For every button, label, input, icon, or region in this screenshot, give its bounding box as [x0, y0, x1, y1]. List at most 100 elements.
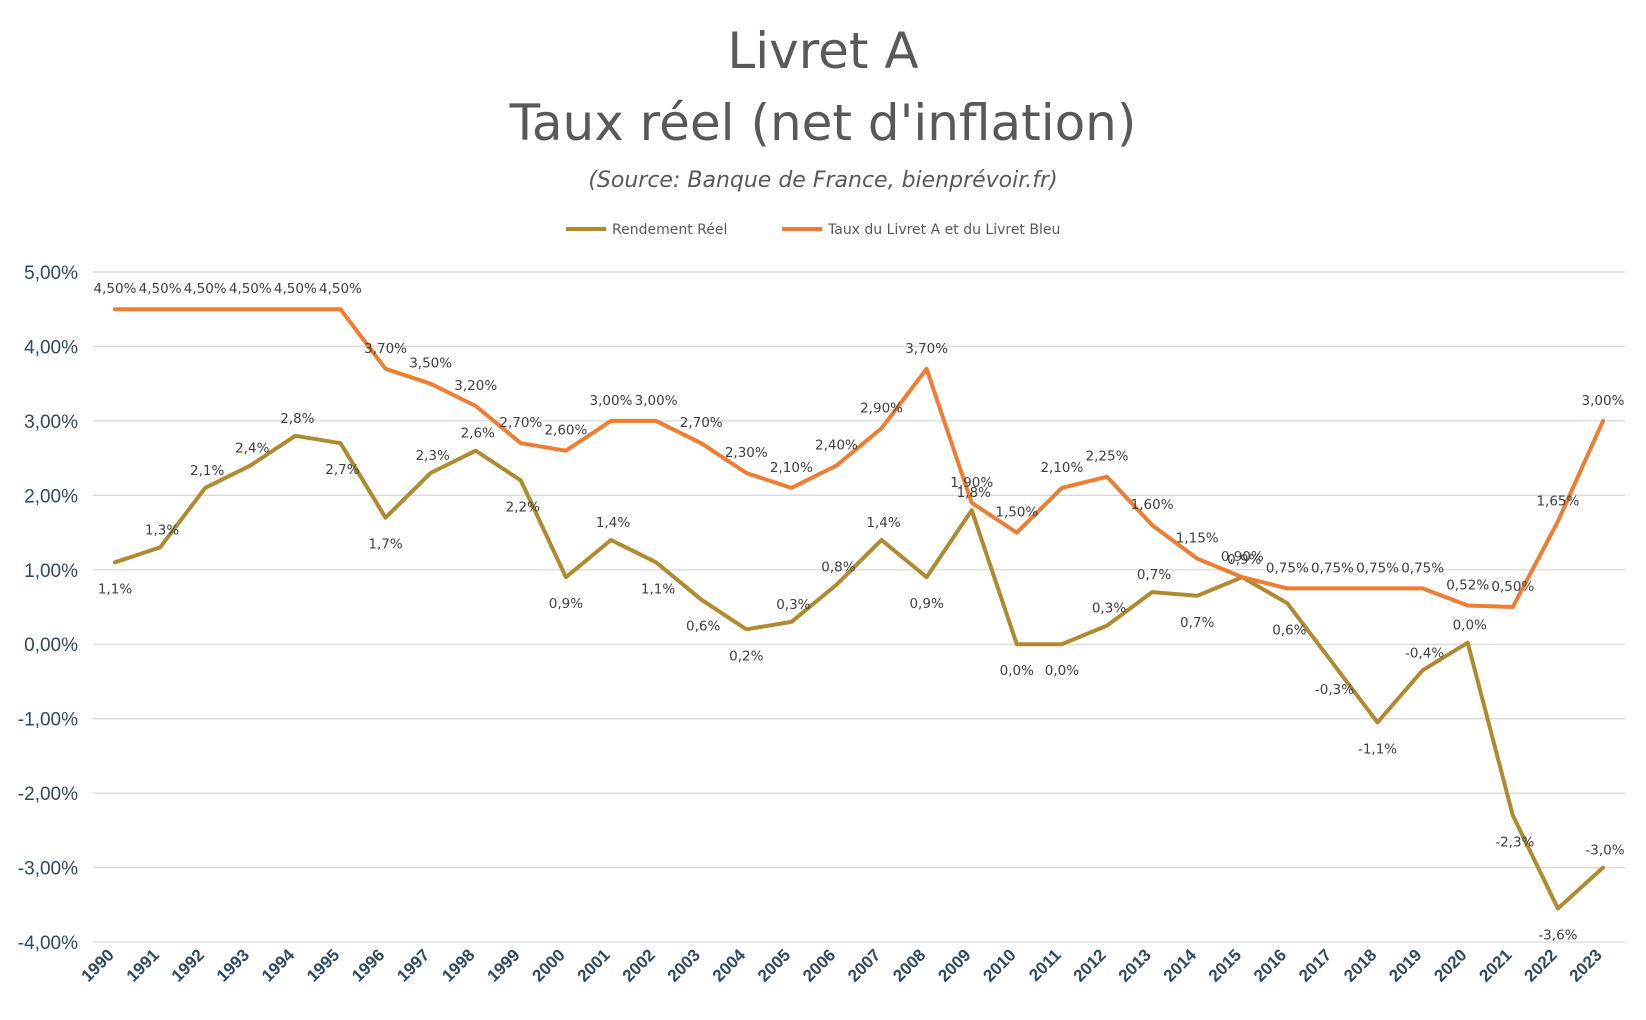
x-tick-label: 2010 — [979, 945, 1019, 985]
rendement-data-label: 2,1% — [190, 463, 224, 479]
x-tick-label: 2008 — [889, 945, 929, 985]
livret-data-label: 2,60% — [544, 423, 587, 439]
chart-title: Livret A — [727, 22, 918, 80]
y-tick-label: 2,00% — [24, 486, 78, 507]
rendement-data-label: 0,9% — [1227, 552, 1261, 568]
rendement-data-label: -1,1% — [1358, 741, 1397, 757]
livret-data-label: 0,90% — [1221, 549, 1264, 565]
x-tick-label: 2020 — [1430, 945, 1470, 985]
series-lines — [113, 307, 1605, 911]
livret-data-label: 4,50% — [229, 281, 272, 297]
x-axis: 1990 1991 1992 1993 1994 1995 1996 1997 1998 1999… — [78, 945, 1606, 986]
livret-data-label: 2,25% — [1086, 449, 1129, 465]
y-tick-label: 5,00% — [24, 263, 78, 284]
y-tick-label: 4,00% — [24, 337, 78, 358]
chart-title-line2: Taux réel (net d'inflation) — [509, 94, 1137, 152]
x-tick-label: 2011 — [1025, 945, 1065, 985]
chart-subtitle: (Source: Banque de France, bienprévoir.f… — [588, 168, 1057, 193]
livret-data-label: 0,75% — [1401, 560, 1444, 576]
livret-data-label: 0,75% — [1266, 560, 1309, 576]
x-tick-label: 1996 — [348, 945, 388, 985]
rendement-reel-line — [113, 433, 1605, 911]
rendement-data-label: 0,6% — [1272, 622, 1306, 638]
rendement-data-label: -3,0% — [1585, 843, 1624, 859]
rendement-data-label: -2,3% — [1495, 834, 1534, 850]
x-tick-label: 2015 — [1205, 945, 1245, 985]
x-tick-label: 2017 — [1295, 945, 1335, 985]
livret-data-label: 3,50% — [409, 356, 452, 372]
y-tick-label: -4,00% — [18, 933, 78, 954]
x-tick-label: 2003 — [664, 945, 704, 985]
livret-data-label: 0,75% — [1356, 560, 1399, 576]
rendement-data-label: 0,2% — [729, 648, 763, 664]
livret-data-label: 1,15% — [1176, 531, 1219, 547]
legend: Rendement Réel Taux du Livret A et du Li… — [566, 222, 1060, 238]
livret-data-label: 3,00% — [590, 393, 633, 409]
x-tick-label: 2012 — [1070, 945, 1110, 985]
x-tick-label: 2001 — [574, 945, 614, 985]
rendement-data-label: 1,1% — [98, 581, 132, 597]
rendement-data-label: 0,6% — [686, 619, 720, 635]
rendement-data-label: 0,9% — [549, 596, 583, 612]
rendement-data-label: 1,4% — [596, 515, 630, 531]
rendement-data-label: 1,7% — [368, 537, 402, 553]
x-tick-label: 1993 — [213, 945, 253, 985]
x-tick-label: 2006 — [799, 945, 839, 985]
livret-data-label: 3,70% — [364, 341, 407, 357]
livret-data-label: 0,52% — [1446, 578, 1489, 594]
x-tick-label: 1995 — [303, 945, 343, 985]
livret-data-label: 1,65% — [1536, 493, 1579, 509]
x-tick-label: 2016 — [1250, 945, 1290, 985]
rendement-data-label: -0,4% — [1405, 645, 1444, 661]
rendement-data-label: 1,3% — [145, 522, 179, 538]
rendement-data-label: 0,0% — [1045, 663, 1079, 679]
x-tick-label: 2002 — [619, 945, 659, 985]
rendement-data-label: 0,8% — [821, 560, 855, 576]
taux-livret-line — [113, 307, 1605, 609]
x-tick-label: 1997 — [393, 945, 433, 985]
x-tick-label: 2023 — [1566, 945, 1606, 985]
livret-data-label: 4,50% — [139, 281, 182, 297]
x-tick-label: 2021 — [1475, 945, 1515, 985]
x-tick-label: 2004 — [709, 945, 750, 986]
livret-data-label: 1,90% — [950, 475, 993, 491]
x-tick-label: 2013 — [1115, 945, 1155, 985]
x-tick-label: 1991 — [123, 945, 163, 985]
livret-data-label: 4,50% — [94, 281, 137, 297]
x-tick-label: 1992 — [168, 945, 208, 985]
gridlines — [93, 271, 1625, 943]
x-tick-label: 2000 — [529, 945, 569, 985]
rendement-data-label: 2,7% — [325, 462, 359, 478]
y-tick-label: -2,00% — [18, 784, 78, 805]
x-tick-label: 2018 — [1340, 945, 1380, 985]
x-tick-label: 1994 — [258, 945, 299, 986]
y-tick-label: 3,00% — [24, 412, 78, 433]
rendement-data-label: 0,3% — [776, 597, 810, 613]
x-tick-label: 1998 — [438, 945, 478, 985]
rendement-data-label: 1,1% — [641, 581, 675, 597]
x-tick-label: 1990 — [78, 945, 118, 985]
livret-data-label: 2,70% — [499, 415, 542, 431]
livret-data-label: 4,50% — [274, 281, 317, 297]
rendement-data-label: 0,7% — [1137, 567, 1171, 583]
livret-data-label: 2,30% — [725, 445, 768, 461]
x-tick-label: 1999 — [483, 945, 523, 985]
rendement-data-label: 2,4% — [235, 441, 269, 457]
rendement-data-label: 2,6% — [461, 426, 495, 442]
livret-data-label: 3,20% — [454, 378, 497, 394]
x-tick-label: 2019 — [1385, 945, 1425, 985]
y-tick-label: 1,00% — [24, 561, 78, 582]
livret-data-label: 3,70% — [905, 341, 948, 357]
rendement-data-label: -0,3% — [1315, 682, 1354, 698]
livret-data-label: 4,50% — [319, 281, 362, 297]
livret-data-label: 2,90% — [860, 400, 903, 416]
y-tick-label: -3,00% — [18, 859, 78, 880]
x-tick-label: 2009 — [934, 945, 974, 985]
x-tick-label: 2005 — [754, 945, 794, 985]
livret-data-label: 3,00% — [1582, 393, 1625, 409]
legend-label-livret: Taux du Livret A et du Livret Bleu — [827, 222, 1060, 238]
rendement-data-label: 2,2% — [506, 499, 540, 515]
livret-data-label: 0,50% — [1491, 579, 1534, 595]
livret-data-label: 2,40% — [815, 438, 858, 454]
